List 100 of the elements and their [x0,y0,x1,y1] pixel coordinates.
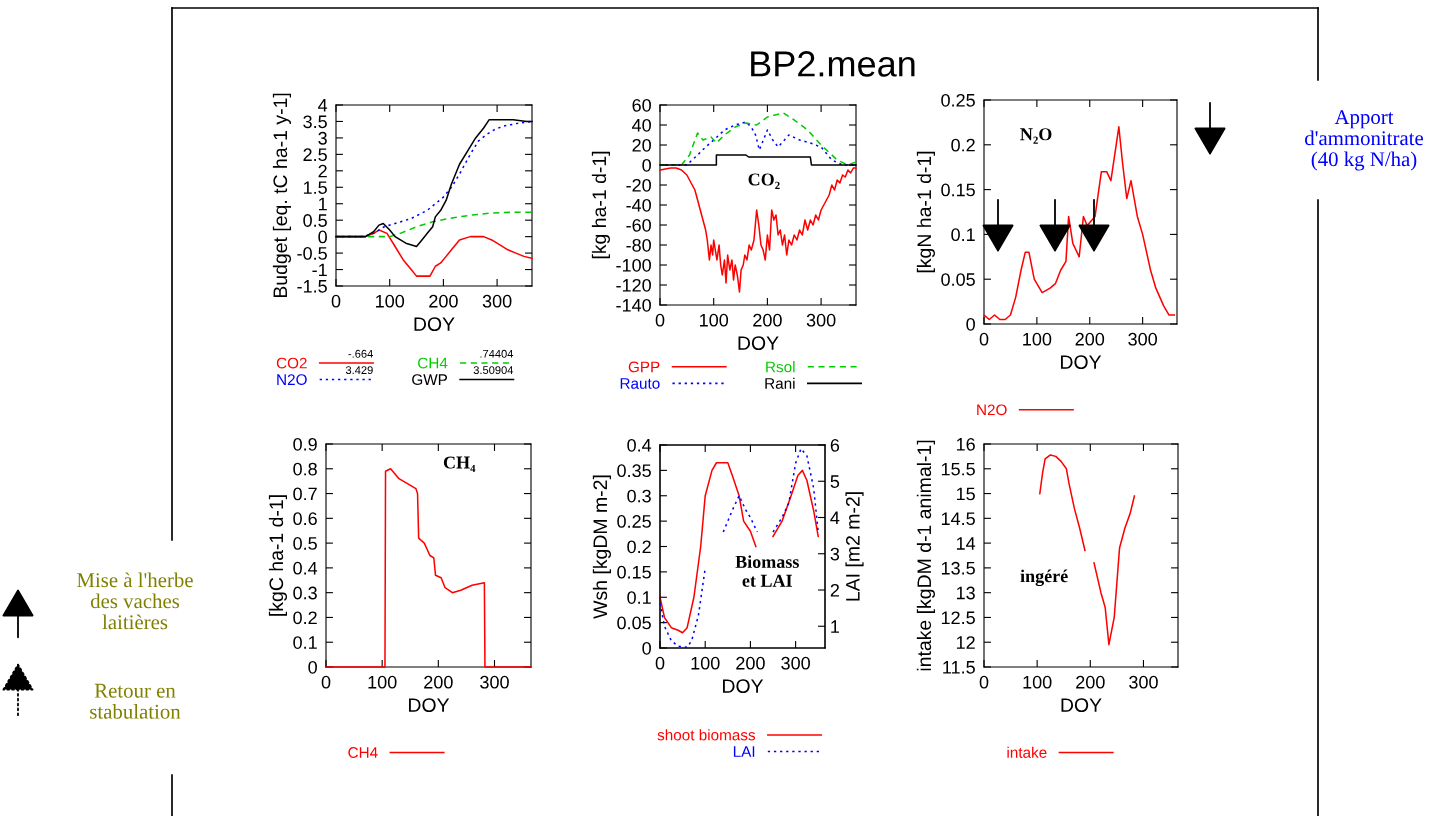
y-tick-label: 0.3 [293,586,317,600]
line-series [659,167,857,293]
text: 3.429 [345,366,373,375]
y-tick-label: 60 [632,98,651,112]
y2-tick-label: 3 [830,547,840,561]
text: Apport d'ammonitrate (40 kg N/ha) [1305,110,1424,171]
y-tick-label: 0.2 [951,138,975,152]
y-tick-label: 16 [956,437,975,451]
y-tick-label: 0.15 [941,183,975,197]
text: -.664 [348,349,373,358]
x-tick-label: 300 [781,656,810,670]
x-tick-label: 0 [655,313,665,327]
y-tick-label: 2.5 [303,148,327,162]
x-tick-label: 0 [655,656,665,670]
y2-tick-label: 1 [831,620,840,633]
y-tick-label: 0.35 [617,464,651,478]
y-tick-label: 0 [642,158,651,172]
y-tick-label: -20 [626,178,651,192]
y-tick-label: 1.5 [303,181,327,194]
x-tick-label: 300 [806,313,836,327]
y-axis-title: intake [kgDM d-1 animal-1] [916,440,935,671]
y-tick-label: 3.5 [303,115,327,129]
legend-label: GPP [628,361,660,373]
y-tick-label: 0 [318,230,327,244]
x-tick-label: 100 [376,294,405,308]
y-tick-label: 0.1 [293,636,317,649]
x-axis-title: DOY [409,698,450,712]
y-tick-label: 40 [632,118,651,132]
y-tick-label: 0.2 [627,540,651,554]
legend-label: CO2 [276,357,307,369]
y-tick-label: 14.5 [941,512,975,526]
x-tick-label: 300 [1129,675,1158,689]
legend-label: Rsol [766,361,795,373]
y-tick-label: -1 [312,263,327,277]
legend-label: N2O [977,404,1007,416]
y-tick-label: 0.6 [293,512,317,526]
y-tick-label: -0.5 [297,247,327,260]
legend-label: CH4 [348,747,378,758]
y-tick-label: -80 [626,238,651,252]
text: .74404 [480,349,514,358]
x-tick-label: 300 [1128,332,1157,346]
y-tick-label: 0.1 [627,591,651,604]
chart-title: BP2.mean [751,51,915,77]
y-axis-title: [kgC ha-1 d-1] [268,495,288,616]
legend-label: Rani [765,377,795,389]
y-tick-label: 0.15 [617,565,651,579]
y-tick-label: -40 [626,198,651,212]
y-axis-title: [kg ha-1 d-1] [591,151,610,259]
y-tick-label: 0.05 [617,616,651,630]
x-tick-label: 200 [753,313,782,327]
y-axis-title: Wsh [kgDM m-2] [592,475,611,619]
y-tick-label: 0.8 [293,462,317,476]
x-tick-label: 300 [482,294,512,308]
text: 3.50904 [473,366,514,375]
y-tick-label: 12.5 [941,611,975,625]
x-tick-label: 200 [1075,332,1105,346]
x-tick-label: 0 [979,332,989,346]
x-tick-label: 100 [1023,675,1052,689]
y-tick-label: 0.1 [951,228,975,242]
annotation: ingéré [1020,569,1068,587]
text: Mise à l'herbe des vaches laitières [77,572,193,630]
line-series [983,126,1176,321]
x-tick-label: 0 [979,675,989,689]
annotation: N₂O [1020,128,1052,144]
text: Retour en stabulation [90,683,181,719]
y-tick-label: 0.25 [941,93,975,107]
annotation: Biomass et LAI [735,555,799,587]
x-axis-title: DOY [738,336,779,350]
annotation: CH₄ [443,456,476,473]
y-tick-label: 12 [956,636,975,649]
y-tick-label: 3 [318,131,327,145]
y-tick-label: 0.2 [293,611,317,625]
x-tick-label: 100 [700,313,729,327]
x-tick-label: 0 [331,294,341,308]
y2-axis-title: LAI [m2 m-2] [845,492,864,601]
y-tick-label: 0.5 [293,537,317,550]
y2-tick-label: 4 [830,511,840,525]
y2-tick-label: 5 [830,475,840,488]
legend-label: LAI [733,746,755,757]
y-tick-label: 0.4 [627,438,652,452]
y-tick-label: 0 [642,641,651,655]
y-tick-label: 11.5 [943,661,975,674]
legend-label: Rauto [620,378,660,389]
y2-tick-label: 6 [830,438,840,452]
y-tick-label: 0.7 [293,487,317,501]
y-tick-label: 20 [632,138,651,152]
y-tick-label: 13.5 [941,561,975,575]
y-tick-label: 0.05 [941,273,975,286]
x-tick-label: 200 [1076,675,1105,689]
y2-tick-label: 2 [830,583,839,597]
legend-label: intake [1007,746,1047,758]
legend-label: CH4 [418,357,448,369]
y-tick-label: 0.4 [293,561,318,575]
x-axis-title: DOY [414,317,455,331]
x-tick-label: 100 [691,656,720,670]
x-tick-label: 200 [736,656,765,670]
x-tick-label: 200 [429,294,458,308]
x-tick-label: 300 [480,675,509,689]
y-tick-label: 4 [318,99,328,112]
x-axis-title: DOY [1061,698,1102,712]
